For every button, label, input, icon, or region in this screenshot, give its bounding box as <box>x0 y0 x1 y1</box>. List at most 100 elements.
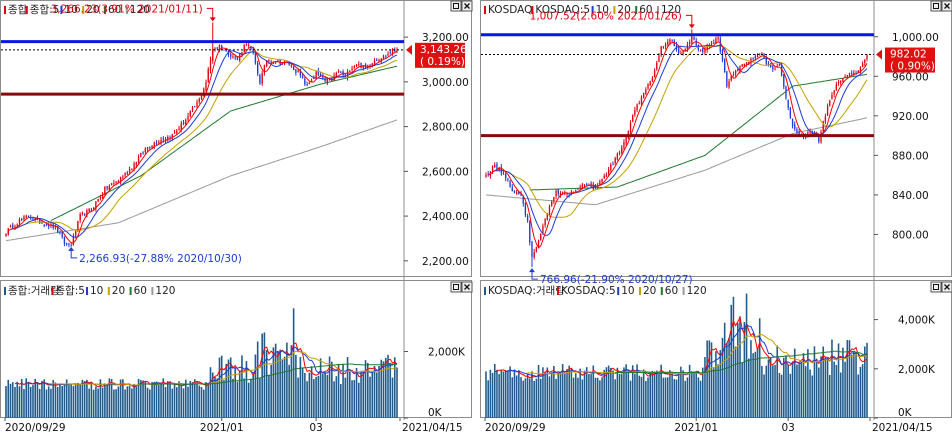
volume-bar <box>198 385 201 418</box>
candle-body <box>645 89 647 94</box>
candle-body <box>509 180 511 188</box>
legend-swatch <box>657 6 659 14</box>
candle-body <box>324 78 326 82</box>
volume-bar <box>787 364 789 418</box>
volume-bar <box>166 381 169 418</box>
volume-bar <box>54 382 57 418</box>
volume-ma20-line <box>48 350 398 386</box>
volume-bar <box>272 347 275 418</box>
candle-body <box>485 174 487 178</box>
price-tick-label: 840.00 <box>892 190 929 202</box>
volume-bar <box>243 378 245 418</box>
candle-body <box>607 169 610 174</box>
volume-bar <box>680 366 682 418</box>
candle-body <box>182 121 185 124</box>
volume-bar <box>660 364 662 418</box>
legend-item: 20 <box>112 285 125 297</box>
maximize-icon <box>933 3 939 9</box>
volume-bar <box>780 374 783 418</box>
volume-bar <box>387 354 389 418</box>
volume-bar <box>97 388 99 418</box>
volume-bar <box>544 371 546 418</box>
volume-bar <box>732 296 735 418</box>
candle-body <box>337 70 340 72</box>
maximize-button[interactable] <box>450 0 462 12</box>
volume-bar <box>310 366 313 418</box>
volume-bar <box>375 372 378 418</box>
candle-body <box>317 70 320 75</box>
legend-item: 10 <box>596 4 609 16</box>
candle-body <box>178 128 180 130</box>
current-price-tag <box>415 42 465 68</box>
volume-bar <box>524 378 527 418</box>
candle-body <box>638 103 640 105</box>
candle-body <box>575 190 577 192</box>
volume-bar <box>791 361 794 418</box>
maximize-button[interactable] <box>450 281 462 293</box>
candle-body <box>326 79 329 83</box>
volume-bar <box>225 363 228 418</box>
candle-body <box>636 104 638 111</box>
volume-bar <box>52 380 54 418</box>
candle-body <box>621 147 623 153</box>
price-tick-label: 1,000.00 <box>892 32 939 44</box>
volume-bar <box>811 375 814 418</box>
candle-body <box>265 60 268 67</box>
maximize-icon <box>933 284 939 290</box>
candle-body <box>579 187 581 189</box>
volume-bar <box>520 377 522 418</box>
candle-body <box>513 190 516 194</box>
volume-bar <box>128 385 131 418</box>
maximize-button[interactable] <box>930 0 942 12</box>
volume-bar <box>245 361 248 418</box>
maximize-button[interactable] <box>930 281 942 293</box>
volume-bar <box>32 385 34 418</box>
candle-body <box>308 83 311 85</box>
candle-body <box>299 69 302 76</box>
volume-bar <box>259 378 261 418</box>
candle-body <box>857 70 859 73</box>
candle-body <box>369 64 371 66</box>
candle-body <box>180 123 182 131</box>
candle-body <box>389 52 391 54</box>
ma120-line <box>485 117 868 206</box>
volume-bar <box>728 337 730 418</box>
volume-bar <box>673 379 676 418</box>
candle-body <box>824 116 827 123</box>
legend-item: 10 <box>90 285 103 297</box>
volume-bar <box>137 378 140 418</box>
volume-bar <box>607 365 610 418</box>
volume-bar <box>686 377 689 418</box>
candle-body <box>277 60 279 62</box>
volume-bar <box>382 361 385 418</box>
current-price-tag <box>885 47 935 73</box>
volume-bar <box>216 378 219 418</box>
legend-item: 20 <box>643 285 656 297</box>
volume-bar <box>151 382 153 418</box>
candle-body <box>30 217 32 219</box>
candle-body <box>259 74 261 84</box>
volume-bar <box>638 375 641 418</box>
volume-ma10-line <box>505 323 868 378</box>
volume-bar <box>178 381 180 418</box>
volume-bar <box>384 357 387 418</box>
volume-bar <box>299 357 302 418</box>
high-marker <box>685 14 693 28</box>
candle-body <box>818 135 820 142</box>
volume-bar <box>553 365 555 418</box>
candle-body <box>599 181 601 185</box>
candle-body <box>232 56 234 58</box>
candle-body <box>601 178 603 182</box>
low-arrow <box>68 246 75 251</box>
legend-item: 120 <box>661 4 681 16</box>
volume-bar <box>301 367 304 418</box>
candle-body <box>346 71 349 78</box>
candle-body <box>223 49 225 51</box>
candle-body <box>385 55 387 57</box>
volume-bar <box>691 371 693 418</box>
candle-body <box>189 111 191 117</box>
volume-bar <box>135 386 138 418</box>
candle-body <box>256 63 259 74</box>
volume-bar <box>207 382 210 418</box>
legend-item: 60 <box>665 285 678 297</box>
